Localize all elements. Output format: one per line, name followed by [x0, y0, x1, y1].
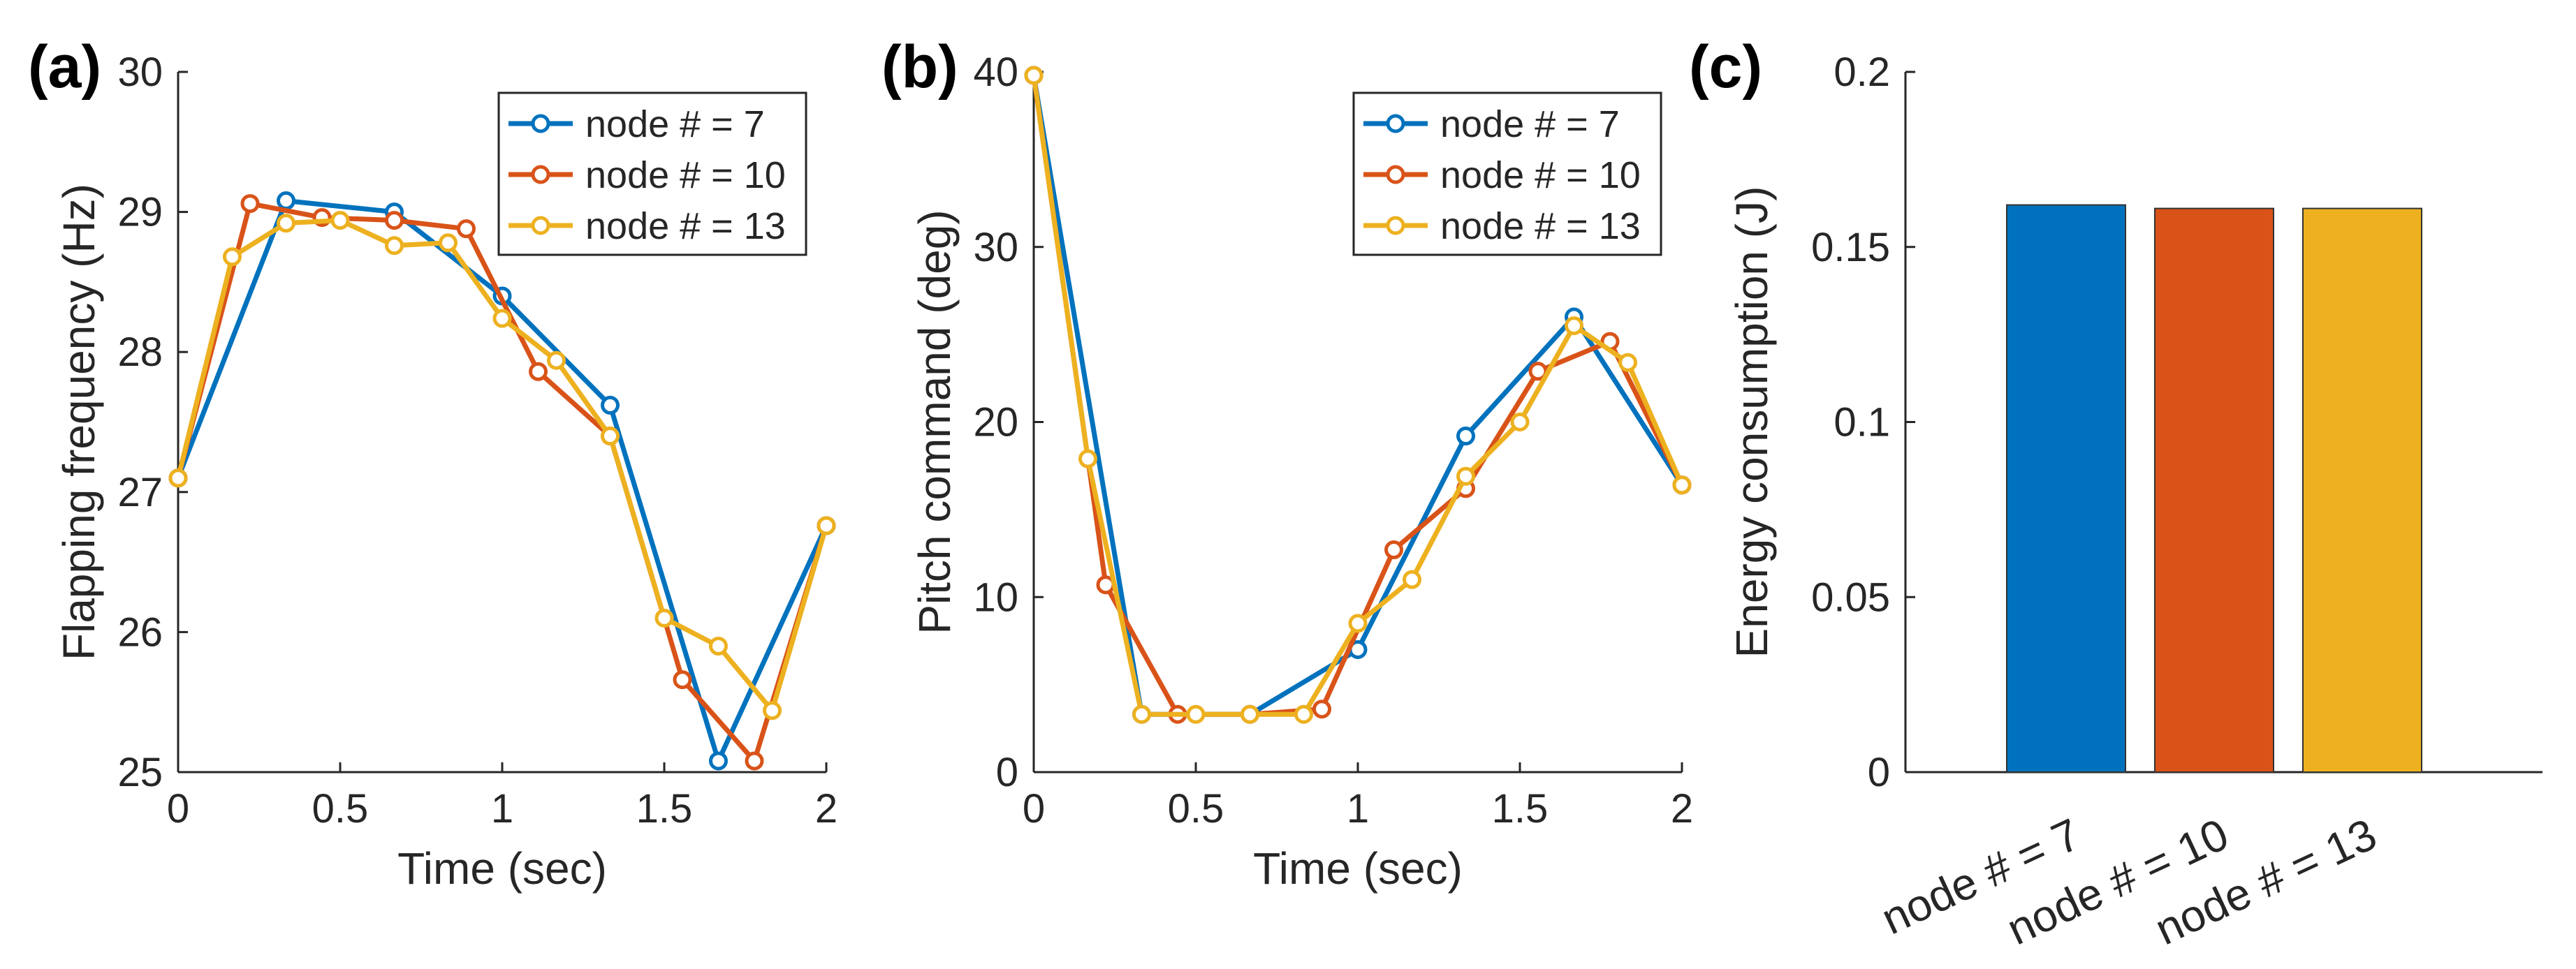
y-tick-label: 0.15 — [1811, 225, 1890, 270]
data-point — [384, 236, 404, 256]
y-tick-label: 27 — [117, 470, 163, 515]
data-point — [1672, 475, 1692, 495]
legend-label: node # = 7 — [585, 103, 765, 145]
x-axis-label: Time (sec) — [397, 843, 607, 894]
data-point — [708, 751, 728, 771]
y-tick-label: 25 — [117, 750, 163, 795]
data-point — [763, 701, 782, 720]
bar — [2302, 207, 2422, 773]
data-point — [330, 211, 350, 230]
x-tick-label: 0.5 — [312, 786, 369, 831]
data-point — [1456, 466, 1476, 486]
y-tick-label: 20 — [973, 400, 1018, 445]
data-point — [240, 194, 260, 214]
legend-marker — [1386, 114, 1405, 133]
data-point — [817, 516, 836, 535]
data-point — [1348, 614, 1368, 633]
panel-label: (a) — [28, 34, 101, 101]
legend-marker — [1386, 165, 1405, 184]
data-point — [529, 362, 548, 381]
data-point — [277, 191, 296, 211]
data-point — [1564, 316, 1583, 336]
panel-a-flapping-frequency: (a) 25 26 27 28 29 30 Flapping frequency (Hz) 0 0… — [28, 34, 837, 894]
y-tick-label: 40 — [973, 50, 1018, 95]
y-tick-label: 30 — [117, 50, 163, 95]
legend-marker — [531, 216, 550, 235]
data-point — [1078, 449, 1097, 468]
data-point — [492, 309, 512, 328]
data-point — [654, 608, 674, 628]
data-point — [1510, 413, 1530, 431]
y-tick-label: 0 — [996, 750, 1018, 795]
data-point — [384, 211, 404, 230]
y-axis-label: Pitch command (deg) — [909, 209, 960, 634]
panel-b-pitch-command: (b) 0 10 20 30 40 Pitch command (deg) 0 0.5 1 1.5 2… — [881, 34, 1693, 894]
data-point — [1312, 700, 1331, 719]
data-point — [1132, 704, 1152, 724]
x-axis-label: Time (sec) — [1253, 843, 1463, 894]
y-tick-label: 29 — [117, 190, 163, 235]
data-point — [708, 636, 728, 656]
data-point — [1240, 704, 1259, 724]
data-point — [601, 395, 620, 415]
x-tick-label: 1.5 — [1492, 786, 1549, 831]
x-tick-label: 1 — [1347, 786, 1369, 831]
legend-label: node # = 13 — [585, 205, 786, 247]
data-point — [168, 468, 188, 488]
y-tick-label: 0.2 — [1834, 50, 1890, 95]
x-tick-label: 1.5 — [636, 786, 693, 831]
data-point — [222, 247, 242, 267]
y-axis-label: Energy consumption (J) — [1727, 186, 1777, 658]
data-point — [601, 427, 620, 446]
legend-label: node # = 7 — [1440, 103, 1620, 145]
y-tick-label: 10 — [973, 575, 1018, 620]
data-point — [1402, 570, 1421, 589]
y-axis-label: Flapping frequency (Hz) — [54, 184, 104, 660]
y-tick-label: 0 — [1868, 750, 1890, 795]
bar — [2154, 207, 2274, 773]
data-point — [1294, 704, 1314, 724]
y-tick-label: 30 — [973, 225, 1018, 270]
panel-label: (b) — [881, 34, 958, 101]
panel-label: (c) — [1689, 34, 1762, 101]
legend-label: node # = 13 — [1440, 205, 1641, 247]
y-tick-label: 26 — [117, 609, 163, 655]
data-point — [546, 350, 566, 370]
x-tick-label: 2 — [815, 786, 837, 831]
legend-label: node # = 10 — [1440, 154, 1641, 196]
y-tick-label: 28 — [117, 330, 163, 375]
data-point — [1186, 704, 1206, 724]
bar — [2006, 204, 2126, 773]
data-point — [277, 214, 296, 233]
x-tick-label: 0 — [167, 786, 189, 831]
x-tick-label: 2 — [1671, 786, 1693, 831]
x-tick-label: 0 — [1023, 786, 1045, 831]
legend-label: node # = 10 — [585, 154, 786, 196]
legend-marker — [531, 165, 550, 184]
x-tick-label: 1 — [491, 786, 513, 831]
data-point — [1618, 353, 1638, 372]
legend-marker — [1386, 216, 1405, 235]
data-point — [456, 219, 476, 239]
data-point — [745, 751, 764, 771]
data-point — [1456, 427, 1476, 446]
data-point — [439, 233, 458, 253]
data-point — [673, 670, 692, 690]
series-line — [175, 201, 829, 764]
y-tick-label: 0.1 — [1834, 400, 1890, 445]
y-tick-label: 0.05 — [1811, 575, 1890, 620]
data-point — [1024, 66, 1044, 85]
data-point — [1384, 540, 1404, 560]
x-tick-label: 0.5 — [1168, 786, 1224, 831]
legend-marker — [531, 114, 550, 133]
